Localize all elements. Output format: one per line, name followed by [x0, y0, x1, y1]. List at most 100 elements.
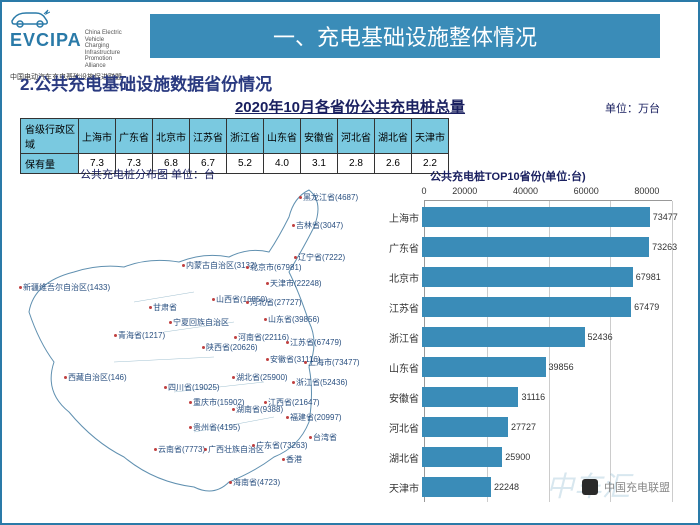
table-title: 2020年10月各省份公共充电桩总量 — [0, 96, 700, 117]
bar-rect: 73477 — [422, 207, 650, 227]
table-cell: 3.1 — [301, 154, 338, 174]
bar-row: 北京市67981 — [370, 264, 672, 290]
table-col: 江苏省 — [190, 119, 227, 154]
source-tag: 中国充电联盟 — [582, 479, 670, 495]
map-province-label: 云南省(7773) — [154, 444, 205, 455]
bar-value: 73477 — [653, 212, 678, 222]
row-label: 省级行政区域 — [21, 119, 79, 154]
map-province-label: 浙江省(52436) — [292, 377, 348, 388]
bar-ylabel: 广东省 — [370, 240, 422, 255]
map-province-label: 福建省(20997) — [286, 412, 342, 423]
bar-row: 广东省73263 — [370, 234, 672, 260]
logo-row — [10, 8, 130, 30]
page-title: 一、充电基础设施整体情况 — [273, 20, 537, 52]
section-subtitle: 2.公共充电基础设施数据省份情况 — [20, 70, 272, 95]
bar-ylabel: 湖北省 — [370, 450, 422, 465]
car-icon — [10, 8, 50, 30]
map-province-label: 甘肃省 — [149, 302, 177, 313]
bar-value: 25900 — [505, 452, 530, 462]
bar-row: 上海市73477 — [370, 204, 672, 230]
map-province-label: 天津市(22248) — [266, 278, 322, 289]
row-label: 保有量 — [21, 154, 79, 174]
bar-xtick: 60000 — [574, 186, 599, 200]
map-province-label: 吉林省(3047) — [292, 220, 343, 231]
bar-row: 山东省39856 — [370, 354, 672, 380]
bar-rect: 31116 — [422, 387, 518, 407]
bar-rect: 25900 — [422, 447, 502, 467]
bar-row: 湖北省25900 — [370, 444, 672, 470]
table-col: 上海市 — [79, 119, 116, 154]
bar-value: 31116 — [521, 392, 545, 402]
table-cell: 5.2 — [227, 154, 264, 174]
bar-row: 浙江省52436 — [370, 324, 672, 350]
bar-xtick: 40000 — [513, 186, 538, 200]
map-province-label: 台湾省 — [309, 432, 337, 443]
bar-row: 安徽省31116 — [370, 384, 672, 410]
map-province-label: 山东省(39856) — [264, 314, 320, 325]
bar-rect: 27727 — [422, 417, 508, 437]
source-text: 中国充电联盟 — [604, 479, 670, 495]
table-unit: 单位：万台 — [605, 100, 660, 116]
bar-ylabel: 北京市 — [370, 270, 422, 285]
map-province-label: 新疆维吾尔自治区(1433) — [19, 282, 110, 293]
bar-value: 39856 — [549, 362, 574, 372]
barchart-title: 公共充电桩TOP10省份(单位:台) — [430, 168, 586, 184]
bar-x-axis: 020000400006000080000 — [424, 186, 672, 200]
table-col: 北京市 — [153, 119, 190, 154]
bar-value: 73263 — [652, 242, 677, 252]
map-title: 公共充电桩分布图 单位：台 — [80, 166, 215, 182]
table-cell: 2.6 — [375, 154, 412, 174]
bar-ylabel: 河北省 — [370, 420, 422, 435]
bar-value: 67981 — [636, 272, 661, 282]
bar-ylabel: 天津市 — [370, 480, 422, 495]
table-header-row: 省级行政区域 上海市广东省北京市江苏省浙江省山东省安徽省河北省湖北省天津市 — [21, 119, 449, 154]
logo-sub-en: China Electric Vehicle Charging Infrastr… — [85, 30, 130, 70]
table-cell: 2.8 — [338, 154, 375, 174]
table-col: 湖北省 — [375, 119, 412, 154]
map-province-label: 广东省(73263) — [252, 440, 308, 451]
bar-row: 江苏省67479 — [370, 294, 672, 320]
table-col: 河北省 — [338, 119, 375, 154]
bar-ylabel: 安徽省 — [370, 390, 422, 405]
table-col: 山东省 — [264, 119, 301, 154]
logo-brand: EVCIPA — [10, 30, 82, 51]
map-province-label: 黑龙江省(4687) — [299, 192, 358, 203]
barchart: 020000400006000080000 上海市73477广东省73263北京… — [370, 186, 680, 506]
china-map: 黑龙江省(4687)吉林省(3047)内蒙古自治区(3132)北京市(67981… — [14, 182, 354, 502]
map-province-label: 陕西省(20626) — [202, 342, 258, 353]
map-province-label: 湖北省(25900) — [232, 372, 288, 383]
bar-rect: 22248 — [422, 477, 491, 497]
table-col: 天津市 — [412, 119, 449, 154]
bar-rect: 67479 — [422, 297, 631, 317]
bar-rows: 上海市73477广东省73263北京市67981江苏省67479浙江省52436… — [370, 202, 672, 502]
map-province-label: 海南省(4723) — [229, 477, 280, 488]
map-province-label: 江苏省(67479) — [286, 337, 342, 348]
bar-ylabel: 山东省 — [370, 360, 422, 375]
bar-rect: 67981 — [422, 267, 633, 287]
map-province-label: 辽宁省(7222) — [294, 252, 345, 263]
bar-row: 河北省27727 — [370, 414, 672, 440]
bar-ylabel: 浙江省 — [370, 330, 422, 345]
map-province-label: 四川省(19025) — [164, 382, 220, 393]
map-province-label: 上海市(73477) — [304, 357, 360, 368]
title-bar: 一、充电基础设施整体情况 — [150, 14, 660, 58]
map-province-label: 江西省(21647) — [264, 397, 320, 408]
map-province-label: 贵州省(4195) — [189, 422, 240, 433]
bar-xtick: 0 — [421, 186, 426, 200]
bar-value: 52436 — [588, 332, 613, 342]
bar-rect: 39856 — [422, 357, 546, 377]
map-province-label: 北京市(67981) — [246, 262, 302, 273]
bar-rect: 73263 — [422, 237, 649, 257]
bar-ylabel: 江苏省 — [370, 300, 422, 315]
bar-xtick: 80000 — [634, 186, 659, 200]
map-province-label: 青海省(1217) — [114, 330, 165, 341]
table-col: 广东省 — [116, 119, 153, 154]
table-cell: 4.0 — [264, 154, 301, 174]
map-province-label: 香港 — [282, 454, 302, 465]
bar-value: 67479 — [634, 302, 659, 312]
bar-value: 22248 — [494, 482, 519, 492]
bar-rect: 52436 — [422, 327, 585, 347]
table-col: 安徽省 — [301, 119, 338, 154]
map-province-label: 西藏自治区(146) — [64, 372, 127, 383]
table-col: 浙江省 — [227, 119, 264, 154]
